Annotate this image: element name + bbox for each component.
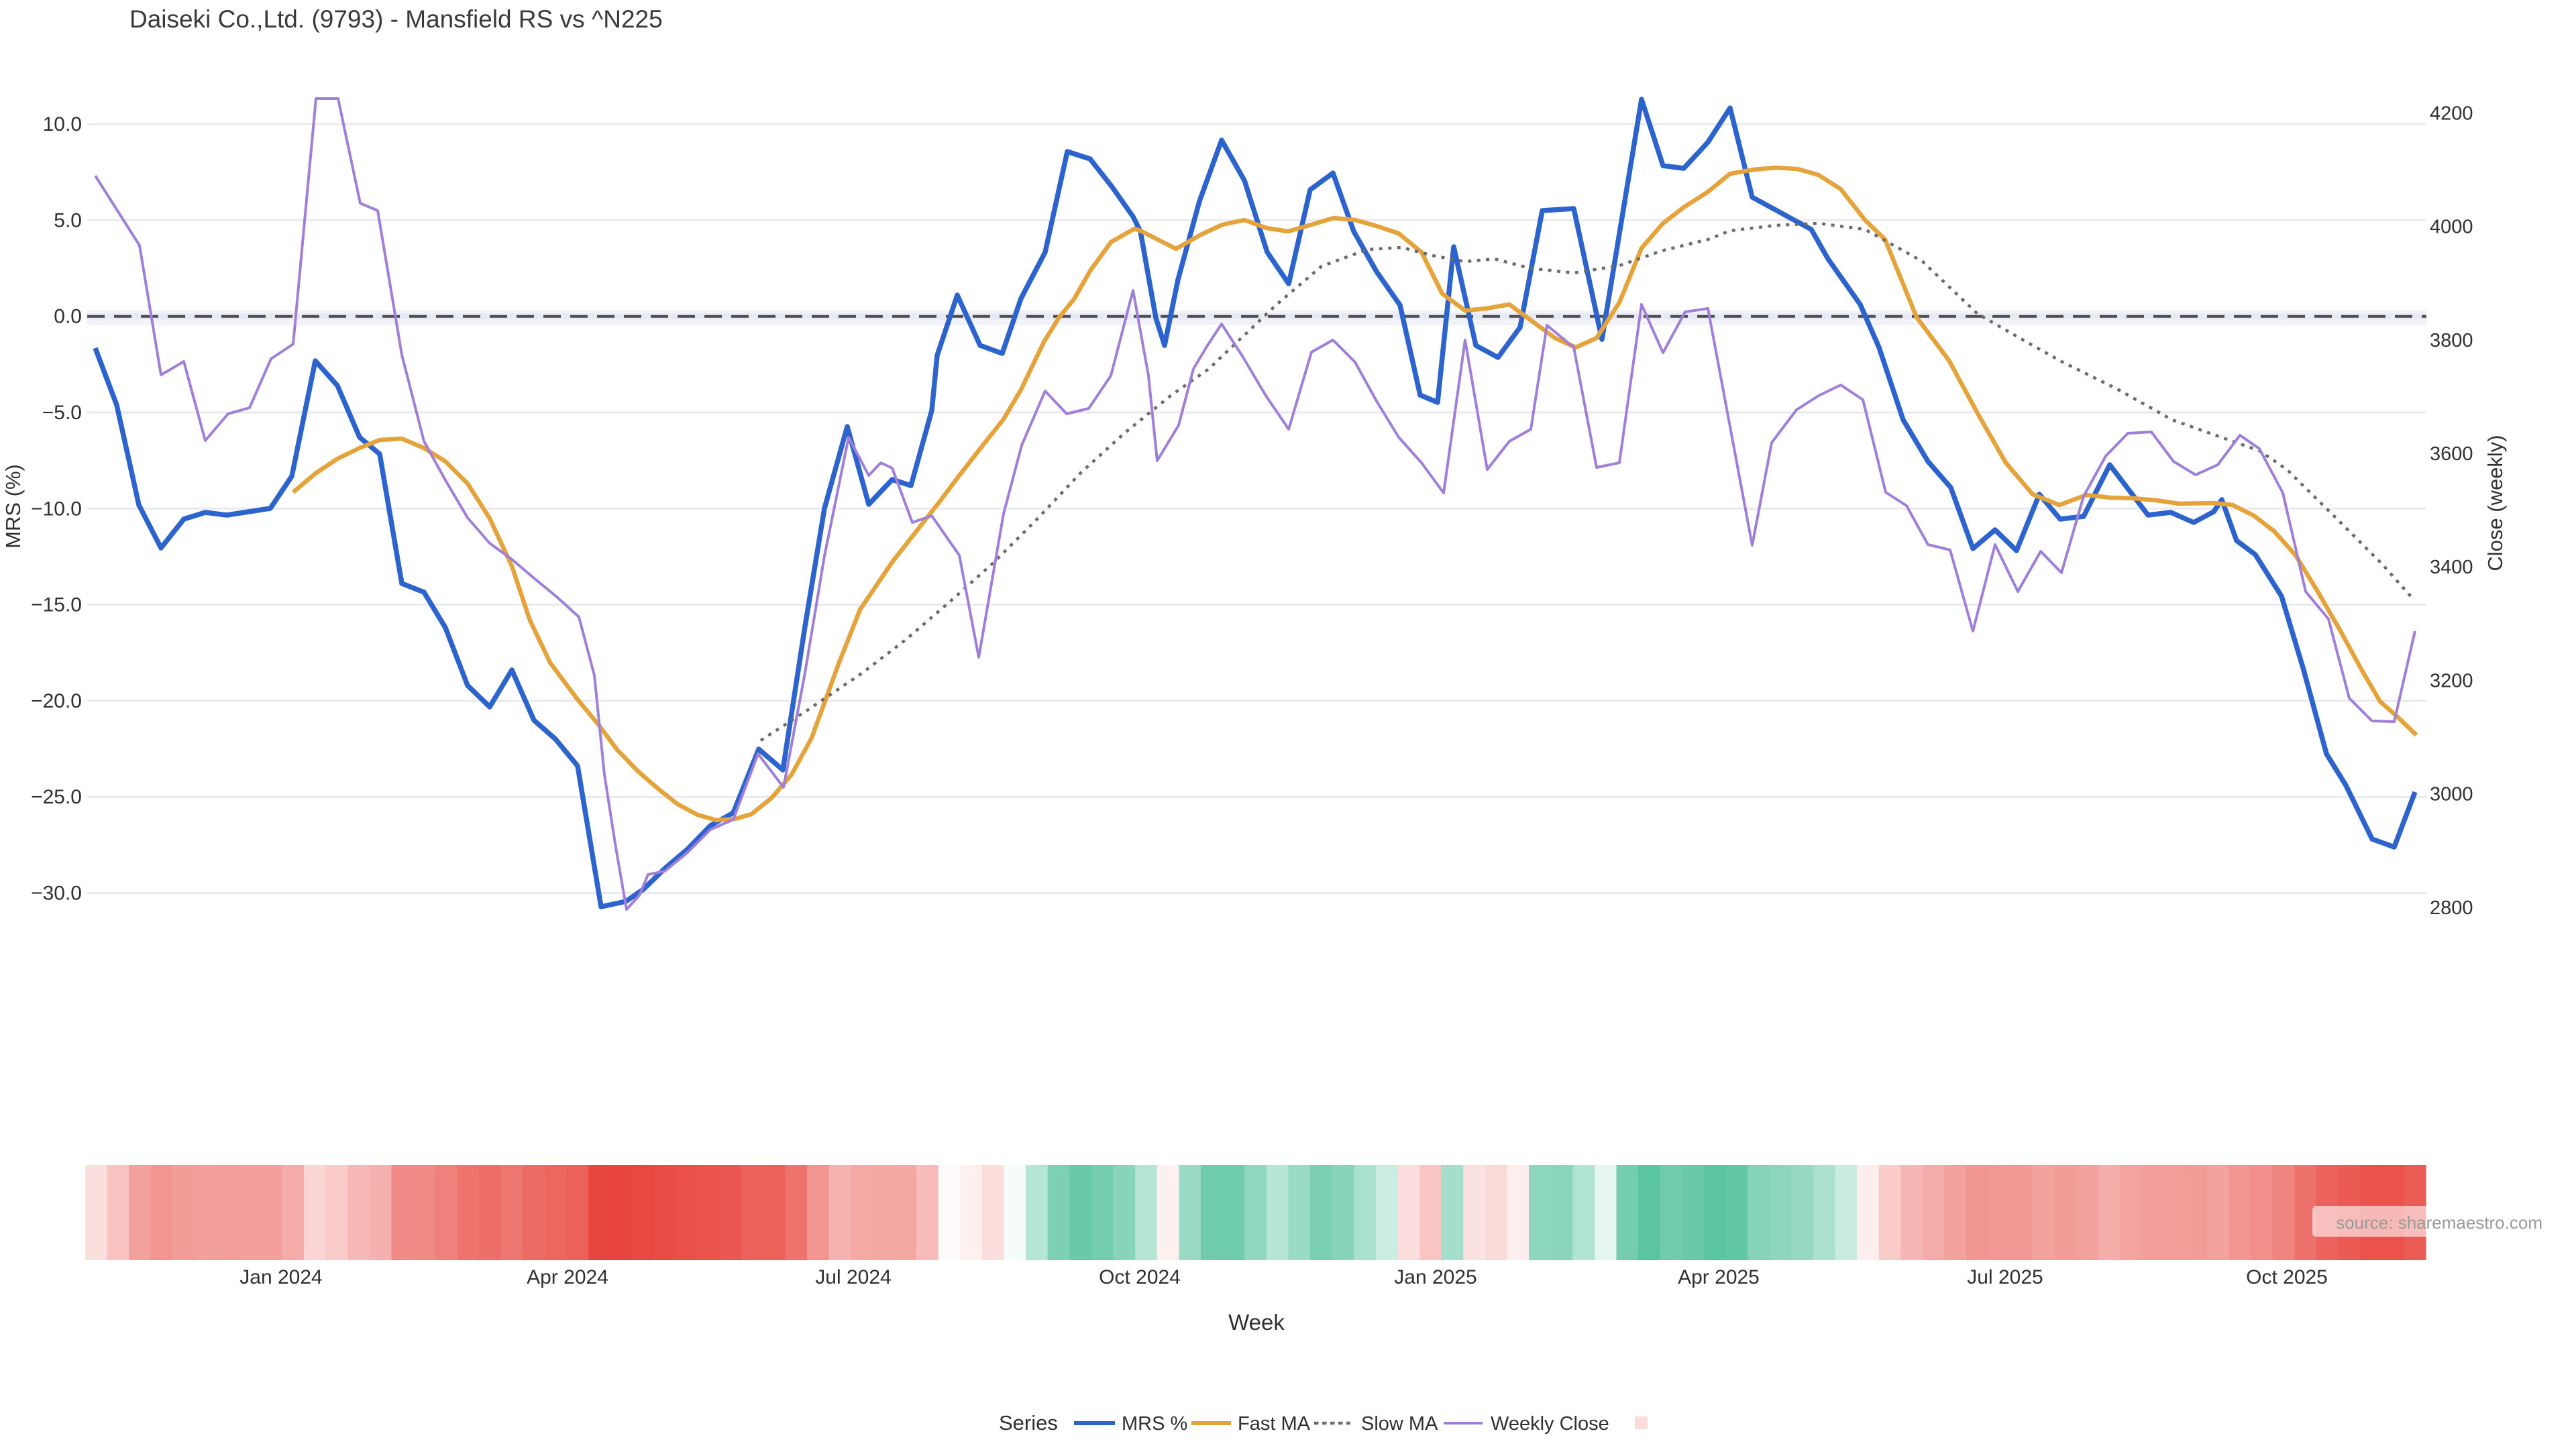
svg-text:Week: Week: [1228, 1310, 1285, 1335]
svg-text:4000: 4000: [2430, 217, 2473, 238]
svg-text:3400: 3400: [2430, 557, 2473, 578]
svg-text:−5.0: −5.0: [42, 402, 82, 424]
svg-text:Slow MA: Slow MA: [1361, 1413, 1438, 1435]
svg-text:Daiseki Co.,Ltd. (9793) - Mans: Daiseki Co.,Ltd. (9793) - Mansfield RS v…: [129, 5, 663, 33]
svg-text:0.0: 0.0: [54, 306, 82, 328]
svg-text:MRS %: MRS %: [1122, 1413, 1187, 1435]
svg-text:Oct 2025: Oct 2025: [2246, 1266, 2328, 1288]
svg-text:−20.0: −20.0: [31, 690, 82, 712]
svg-text:10.0: 10.0: [43, 113, 82, 135]
svg-text:source: sharemaestro.com: source: sharemaestro.com: [2336, 1213, 2542, 1233]
svg-text:−30.0: −30.0: [31, 883, 82, 905]
svg-text:5.0: 5.0: [54, 209, 82, 231]
svg-text:Oct 2024: Oct 2024: [1099, 1266, 1181, 1288]
svg-text:Series: Series: [999, 1411, 1058, 1435]
svg-text:3800: 3800: [2430, 330, 2473, 351]
svg-text:−15.0: −15.0: [31, 594, 82, 616]
svg-text:Jul 2024: Jul 2024: [815, 1266, 891, 1288]
svg-text:3200: 3200: [2430, 670, 2473, 691]
svg-text:Jul 2025: Jul 2025: [1967, 1266, 2043, 1288]
svg-text:Weekly Close: Weekly Close: [1491, 1413, 1609, 1435]
svg-text:Jan 2024: Jan 2024: [239, 1266, 322, 1288]
svg-text:MRS (%): MRS (%): [1, 464, 25, 549]
svg-text:4200: 4200: [2430, 103, 2473, 124]
svg-text:Apr 2025: Apr 2025: [1678, 1266, 1760, 1288]
svg-text:−25.0: −25.0: [31, 786, 82, 808]
svg-text:Close (weekly): Close (weekly): [2483, 435, 2507, 571]
svg-text:Apr 2024: Apr 2024: [527, 1266, 608, 1288]
svg-text:3600: 3600: [2430, 443, 2473, 465]
svg-text:2800: 2800: [2430, 897, 2473, 919]
svg-text:Fast MA: Fast MA: [1238, 1413, 1311, 1435]
svg-text:−10.0: −10.0: [31, 498, 82, 520]
svg-text:Jan 2025: Jan 2025: [1394, 1266, 1477, 1288]
svg-text:3000: 3000: [2430, 784, 2473, 805]
